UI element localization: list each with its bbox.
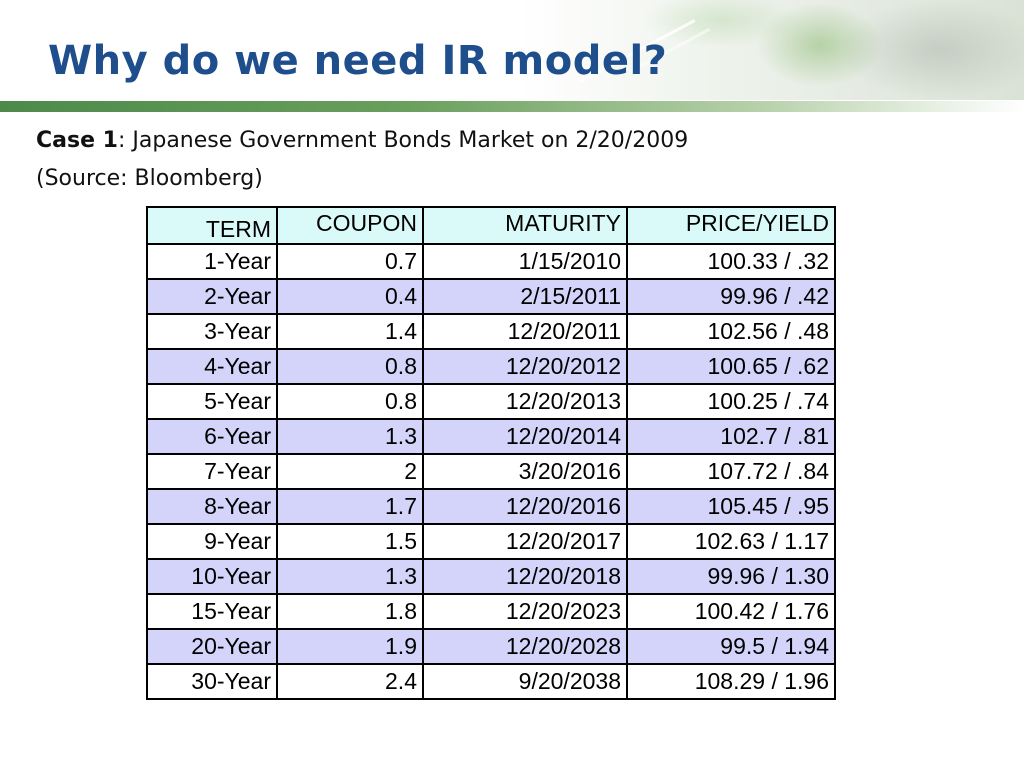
cell-coupon: 0.8 [276, 383, 424, 420]
table-row: 10-Year 1.3 12/20/2018 99.96 / 1.30 [146, 558, 836, 595]
table-row: 15-Year 1.8 12/20/2023 100.42 / 1.76 [146, 593, 836, 630]
cell-price-yield: 99.5 / 1.94 [626, 628, 836, 665]
cell-price-yield: 108.29 / 1.96 [626, 663, 836, 700]
cell-price-yield: 107.72 / .84 [626, 453, 836, 490]
cell-maturity: 12/20/2028 [422, 628, 628, 665]
cell-coupon: 2 [276, 453, 424, 490]
table-header-row: TERM COUPON MATURITY PRICE/YIELD [146, 206, 836, 245]
cell-maturity: 12/20/2014 [422, 418, 628, 455]
cell-maturity: 12/20/2023 [422, 593, 628, 630]
cell-maturity: 12/20/2018 [422, 558, 628, 595]
cell-term: 3-Year [146, 313, 278, 350]
cell-coupon: 1.5 [276, 523, 424, 560]
cell-term: 8-Year [146, 488, 278, 525]
cell-maturity: 12/20/2013 [422, 383, 628, 420]
cell-coupon: 0.8 [276, 348, 424, 385]
cell-price-yield: 102.63 / 1.17 [626, 523, 836, 560]
cell-price-yield: 100.25 / .74 [626, 383, 836, 420]
cell-price-yield: 102.7 / .81 [626, 418, 836, 455]
table-row: 30-Year 2.4 9/20/2038 108.29 / 1.96 [146, 663, 836, 700]
cell-maturity: 2/15/2011 [422, 278, 628, 315]
cell-price-yield: 100.65 / .62 [626, 348, 836, 385]
table-row: 3-Year 1.4 12/20/2011 102.56 / .48 [146, 313, 836, 350]
cell-term: 2-Year [146, 278, 278, 315]
cell-coupon: 1.9 [276, 628, 424, 665]
case-line: Case 1: Japanese Government Bonds Market… [36, 122, 996, 160]
table-row: 7-Year 2 3/20/2016 107.72 / .84 [146, 453, 836, 490]
cell-price-yield: 105.45 / .95 [626, 488, 836, 525]
header-coupon: COUPON [276, 206, 424, 245]
cell-maturity: 12/20/2012 [422, 348, 628, 385]
header-term: TERM [146, 206, 278, 245]
table-row: 9-Year 1.5 12/20/2017 102.63 / 1.17 [146, 523, 836, 560]
cell-term: 15-Year [146, 593, 278, 630]
table-row: 20-Year 1.9 12/20/2028 99.5 / 1.94 [146, 628, 836, 665]
cell-term: 6-Year [146, 418, 278, 455]
cell-coupon: 0.4 [276, 278, 424, 315]
cell-maturity: 3/20/2016 [422, 453, 628, 490]
header-decorative-image [520, 0, 1024, 100]
cell-price-yield: 99.96 / 1.30 [626, 558, 836, 595]
cell-coupon: 2.4 [276, 663, 424, 700]
bond-market-table: TERM COUPON MATURITY PRICE/YIELD 1-Year 0… [146, 206, 836, 700]
table-row: 8-Year 1.7 12/20/2016 105.45 / .95 [146, 488, 836, 525]
cell-term: 4-Year [146, 348, 278, 385]
source-line: (Source: Bloomberg) [36, 166, 263, 191]
cell-maturity: 12/20/2016 [422, 488, 628, 525]
cell-coupon: 1.3 [276, 418, 424, 455]
cell-maturity: 1/15/2010 [422, 243, 628, 280]
cell-term: 7-Year [146, 453, 278, 490]
cell-term: 5-Year [146, 383, 278, 420]
case-label: Case 1 [36, 128, 118, 153]
cell-maturity: 12/20/2017 [422, 523, 628, 560]
table-row: 5-Year 0.8 12/20/2013 100.25 / .74 [146, 383, 836, 420]
cell-term: 1-Year [146, 243, 278, 280]
cell-term: 10-Year [146, 558, 278, 595]
cell-coupon: 1.7 [276, 488, 424, 525]
table-row: 2-Year 0.4 2/15/2011 99.96 / .42 [146, 278, 836, 315]
table-row: 6-Year 1.3 12/20/2014 102.7 / .81 [146, 418, 836, 455]
slide-title: Why do we need IR model? [48, 38, 668, 84]
cell-coupon: 0.7 [276, 243, 424, 280]
cell-term: 9-Year [146, 523, 278, 560]
case-description-block: Case 1: Japanese Government Bonds Market… [36, 122, 996, 198]
cell-price-yield: 100.42 / 1.76 [626, 593, 836, 630]
header-price-yield: PRICE/YIELD [626, 206, 836, 245]
title-underline-bar [0, 101, 1024, 112]
cell-maturity: 12/20/2011 [422, 313, 628, 350]
table-row: 4-Year 0.8 12/20/2012 100.65 / .62 [146, 348, 836, 385]
table-row: 1-Year 0.7 1/15/2010 100.33 / .32 [146, 243, 836, 280]
cell-coupon: 1.3 [276, 558, 424, 595]
cell-term: 20-Year [146, 628, 278, 665]
cell-coupon: 1.8 [276, 593, 424, 630]
header-maturity: MATURITY [422, 206, 628, 245]
cell-term: 30-Year [146, 663, 278, 700]
cell-price-yield: 100.33 / .32 [626, 243, 836, 280]
cell-maturity: 9/20/2038 [422, 663, 628, 700]
cell-coupon: 1.4 [276, 313, 424, 350]
cell-price-yield: 102.56 / .48 [626, 313, 836, 350]
cell-price-yield: 99.96 / .42 [626, 278, 836, 315]
case-description: : Japanese Government Bonds Market on 2/… [117, 128, 689, 153]
